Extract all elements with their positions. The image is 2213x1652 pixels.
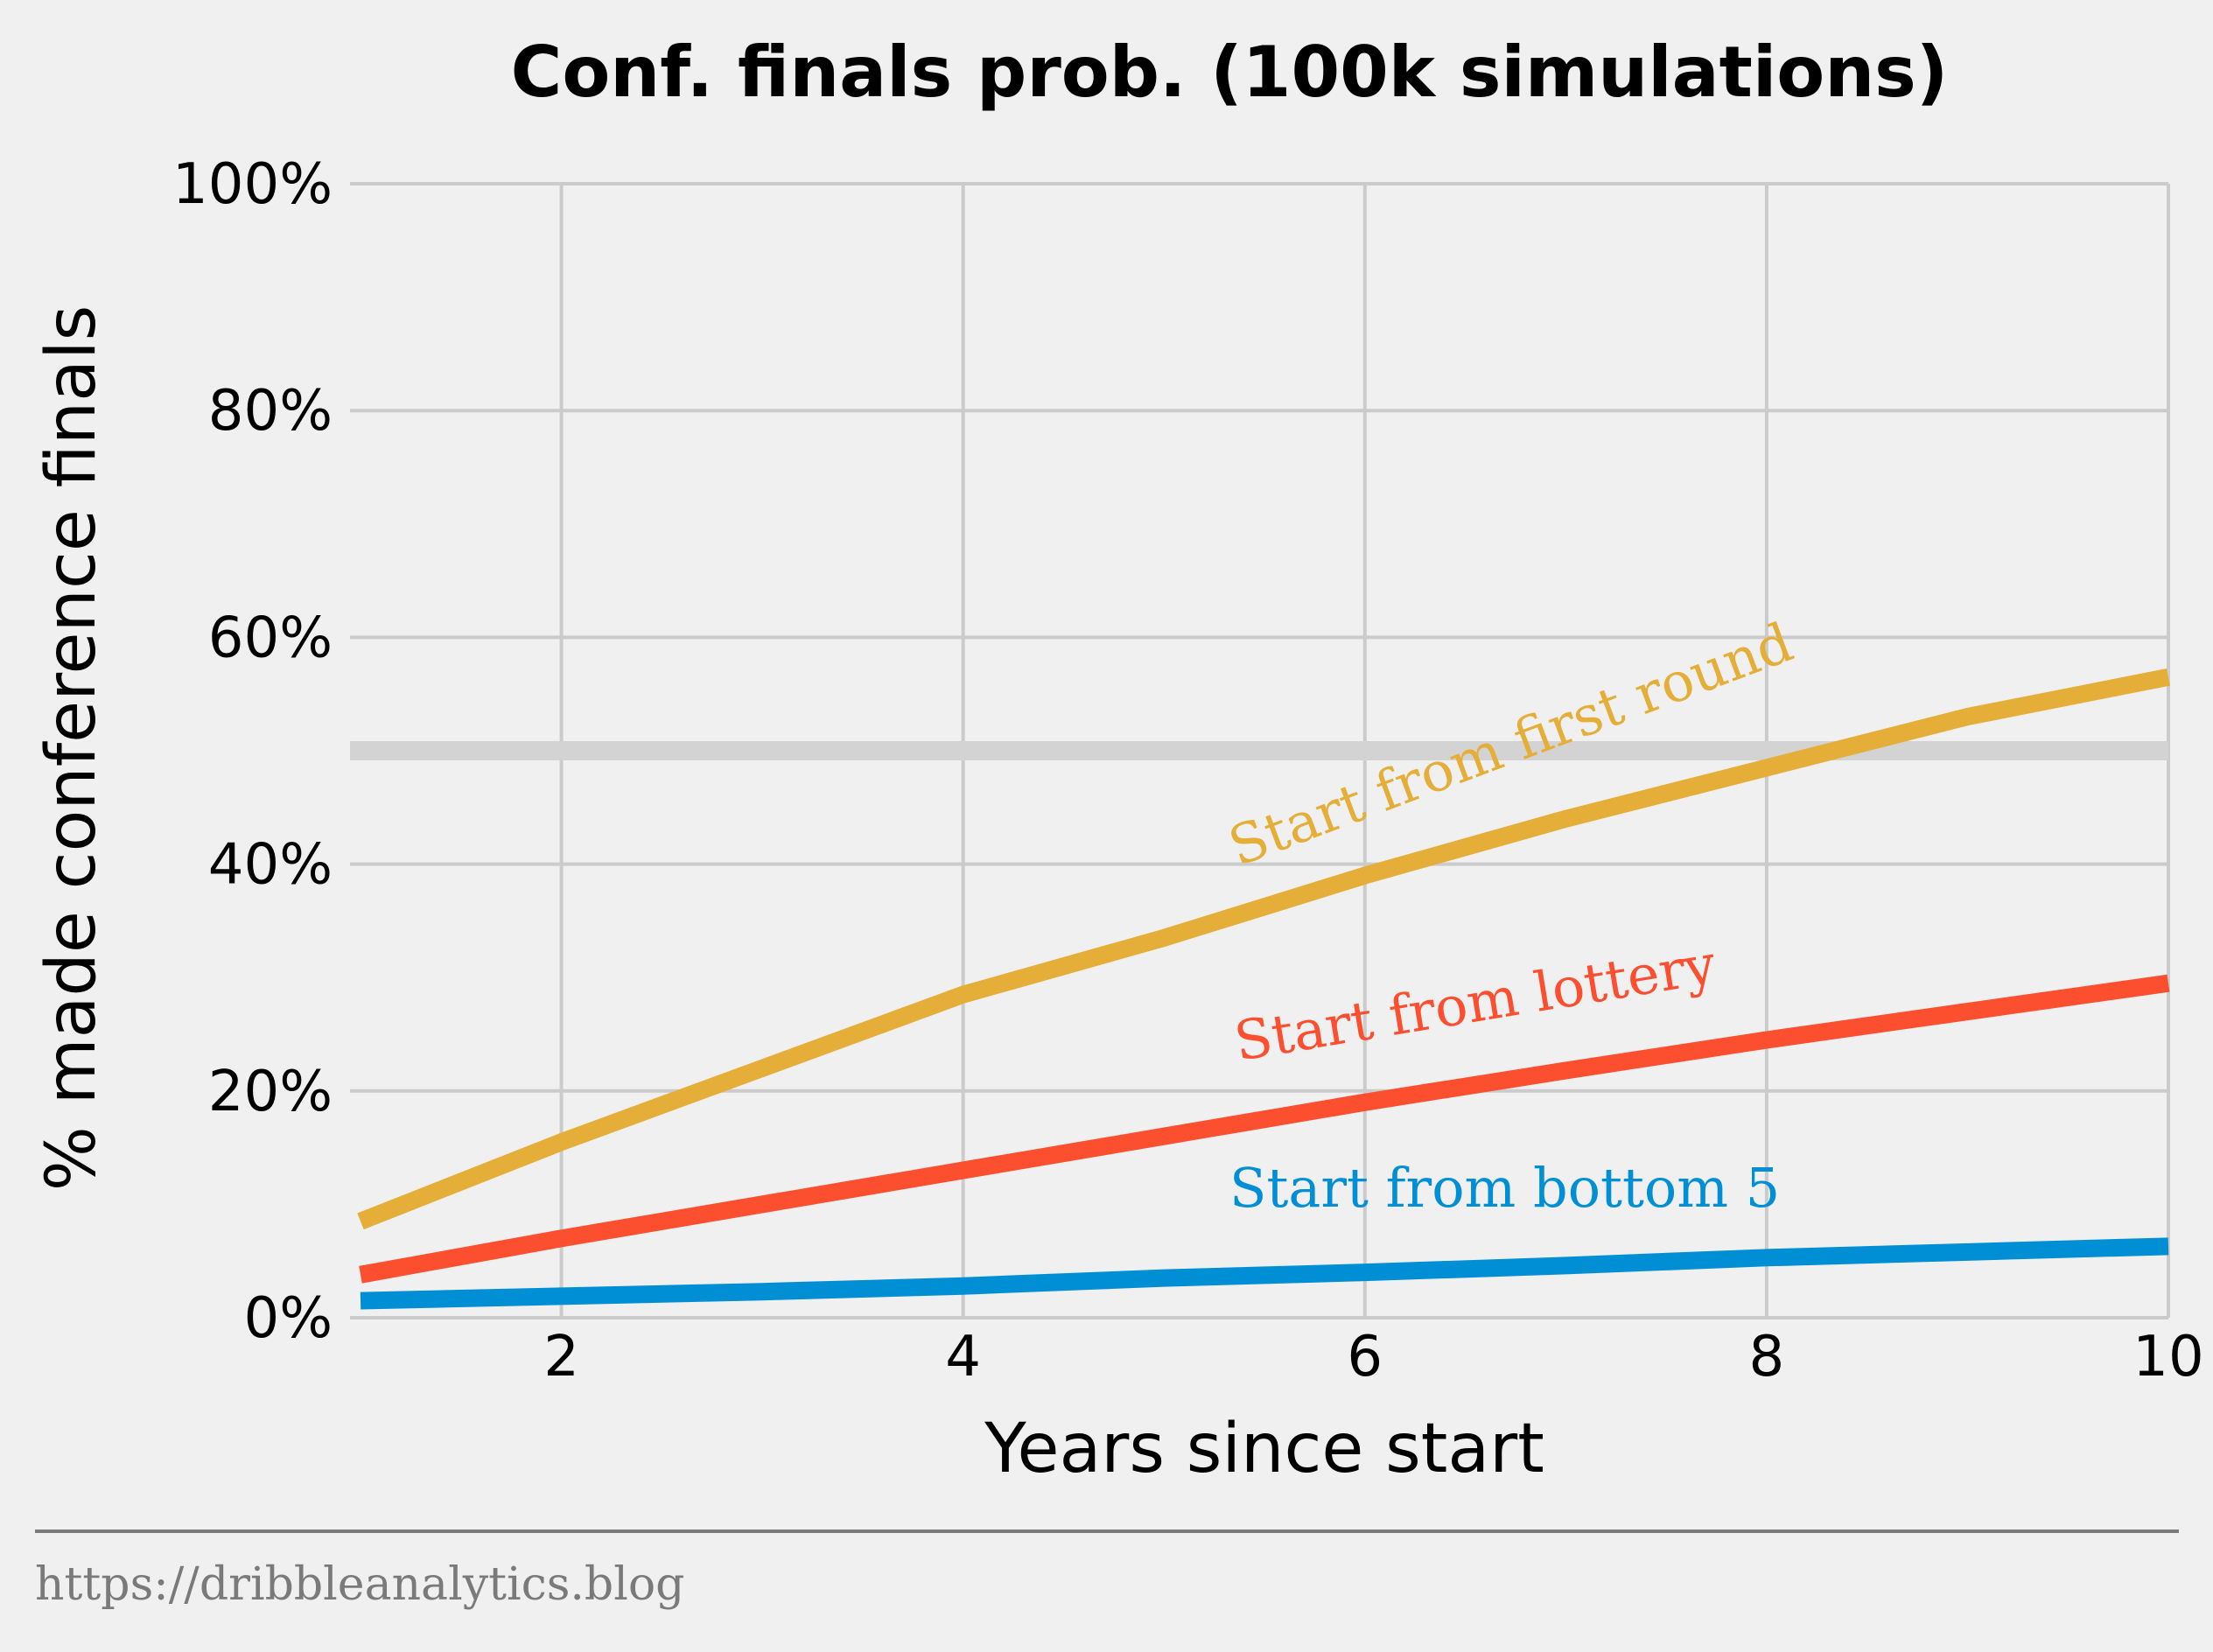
x-tick-label: 10: [2132, 1325, 2203, 1390]
chart-title: Conf. finals prob. (100k simulations): [511, 32, 1949, 113]
series-line-2: [360, 1237, 2169, 1310]
y-tick-label: 100%: [172, 152, 333, 217]
x-tick-label: 2: [543, 1325, 579, 1390]
y-tick-label: 40%: [208, 833, 333, 898]
x-tick-label: 6: [1347, 1325, 1383, 1390]
series-lines: [357, 668, 2170, 1310]
y-tick-label: 0%: [243, 1286, 333, 1351]
x-tick-labels: 2 4 6 8 10: [543, 1325, 2204, 1390]
x-tick-label: 4: [945, 1325, 981, 1390]
y-tick-label: 80%: [208, 379, 333, 444]
y-axis-label: % made conference finals: [32, 305, 111, 1192]
series-label-bottom-5: Start from bottom 5: [1229, 1156, 1780, 1220]
x-tick-label: 8: [1749, 1325, 1785, 1390]
y-tick-labels: 0% 20% 40% 60% 80% 100%: [172, 152, 333, 1351]
y-tick-label: 60%: [208, 606, 333, 670]
series-line-0: [357, 668, 2170, 1230]
y-tick-label: 20%: [208, 1060, 333, 1124]
grid: [350, 182, 2170, 1320]
series-line-1: [359, 974, 2170, 1284]
footer-source-text: https://dribbleanalytics.blog: [35, 1558, 684, 1611]
x-axis-label: Years since start: [984, 1410, 1544, 1488]
